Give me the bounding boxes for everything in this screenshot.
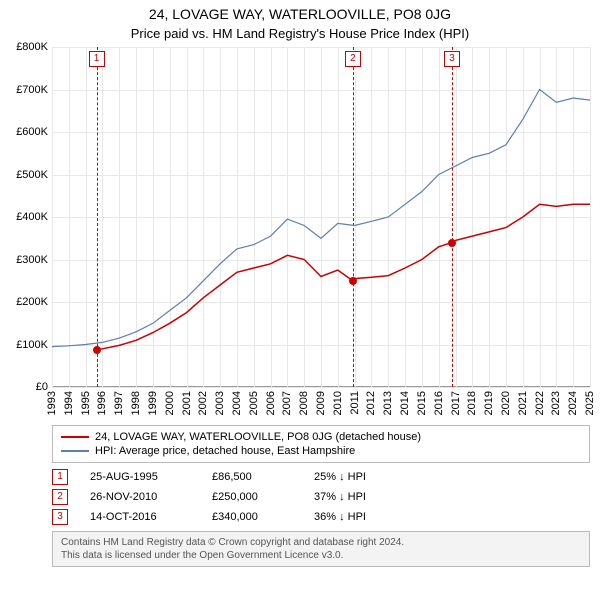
x-tick-label: 2024 [567, 391, 579, 415]
legend-label: HPI: Average price, detached house, East… [95, 445, 355, 457]
legend-item: HPI: Average price, detached house, East… [61, 444, 581, 458]
x-tick-label: 2015 [416, 391, 428, 415]
x-tick-label: 2010 [332, 391, 344, 415]
event-delta: 37% ↓ HPI [314, 491, 394, 503]
attribution-box: Contains HM Land Registry data © Crown c… [52, 531, 590, 567]
x-tick-label: 1996 [96, 391, 108, 415]
y-tick-label: £700K [16, 84, 48, 96]
event-delta: 25% ↓ HPI [314, 471, 394, 483]
x-tick-label: 2022 [534, 391, 546, 415]
x-tick-label: 2003 [214, 391, 226, 415]
x-tick-label: 2005 [248, 391, 260, 415]
y-tick-label: £300K [16, 254, 48, 266]
x-tick-label: 2012 [365, 391, 377, 415]
event-row: 3 14-OCT-2016 £340,000 36% ↓ HPI [52, 507, 590, 527]
x-tick-label: 2019 [483, 391, 495, 415]
y-tick-label: £200K [16, 296, 48, 308]
x-tick-label: 2018 [466, 391, 478, 415]
x-tick-label: 2007 [281, 391, 293, 415]
event-date: 26-NOV-2010 [90, 491, 190, 503]
legend-label: 24, LOVAGE WAY, WATERLOOVILLE, PO8 0JG (… [95, 431, 421, 443]
series-property [97, 204, 590, 350]
event-row: 2 26-NOV-2010 £250,000 37% ↓ HPI [52, 487, 590, 507]
x-tick-label: 1999 [147, 391, 159, 415]
event-num-box: 2 [52, 489, 68, 505]
price-marker [93, 346, 101, 354]
x-tick-label: 2009 [315, 391, 327, 415]
event-date: 25-AUG-1995 [90, 471, 190, 483]
x-tick-label: 2020 [500, 391, 512, 415]
x-tick-label: 2008 [298, 391, 310, 415]
event-num-box: 1 [52, 469, 68, 485]
legend: 24, LOVAGE WAY, WATERLOOVILLE, PO8 0JG (… [52, 425, 590, 463]
legend-swatch [61, 450, 89, 452]
event-num-box: 3 [52, 509, 68, 525]
event-date: 14-OCT-2016 [90, 511, 190, 523]
grid-line-h [52, 387, 590, 388]
legend-item: 24, LOVAGE WAY, WATERLOOVILLE, PO8 0JG (… [61, 430, 581, 444]
x-tick-label: 2013 [382, 391, 394, 415]
price-marker [349, 277, 357, 285]
x-tick-label: 2016 [433, 391, 445, 415]
x-tick-label: 1995 [80, 391, 92, 415]
y-tick-label: £800K [16, 41, 48, 53]
attribution-line: This data is licensed under the Open Gov… [61, 549, 581, 562]
series-hpi [52, 90, 590, 347]
grid-line-v [590, 47, 591, 387]
x-tick-label: 1993 [46, 391, 58, 415]
x-tick-label: 2017 [450, 391, 462, 415]
y-tick-label: £100K [16, 339, 48, 351]
chart-area: £0£100K£200K£300K£400K£500K£600K£700K£80… [52, 47, 590, 387]
attribution-line: Contains HM Land Registry data © Crown c… [61, 536, 581, 549]
x-tick-label: 1998 [130, 391, 142, 415]
x-tick-label: 2002 [197, 391, 209, 415]
x-tick-label: 2014 [399, 391, 411, 415]
x-tick-label: 2011 [349, 391, 361, 415]
x-tick-label: 2001 [181, 391, 193, 415]
event-price: £250,000 [212, 491, 292, 503]
x-tick-label: 2025 [584, 391, 596, 415]
x-tick-label: 2021 [517, 391, 529, 415]
event-price: £86,500 [212, 471, 292, 483]
x-tick-label: 2023 [550, 391, 562, 415]
series-svg [52, 47, 590, 387]
event-price: £340,000 [212, 511, 292, 523]
x-tick-label: 2004 [231, 391, 243, 415]
event-delta: 36% ↓ HPI [314, 511, 394, 523]
event-row: 1 25-AUG-1995 £86,500 25% ↓ HPI [52, 467, 590, 487]
y-tick-label: £500K [16, 169, 48, 181]
y-tick-label: £600K [16, 126, 48, 138]
legend-swatch [61, 436, 89, 438]
plot-region: £0£100K£200K£300K£400K£500K£600K£700K£80… [52, 47, 590, 387]
page: 24, LOVAGE WAY, WATERLOOVILLE, PO8 0JG P… [0, 0, 600, 590]
chart-title: 24, LOVAGE WAY, WATERLOOVILLE, PO8 0JG [0, 0, 600, 22]
chart-subtitle: Price paid vs. HM Land Registry's House … [0, 22, 600, 47]
x-tick-label: 2000 [164, 391, 176, 415]
y-tick-label: £400K [16, 211, 48, 223]
x-tick-label: 1994 [63, 391, 75, 415]
price-marker [448, 239, 456, 247]
x-tick-label: 2006 [265, 391, 277, 415]
events-table: 1 25-AUG-1995 £86,500 25% ↓ HPI 2 26-NOV-2010… [52, 467, 590, 527]
x-tick-label: 1997 [113, 391, 125, 415]
